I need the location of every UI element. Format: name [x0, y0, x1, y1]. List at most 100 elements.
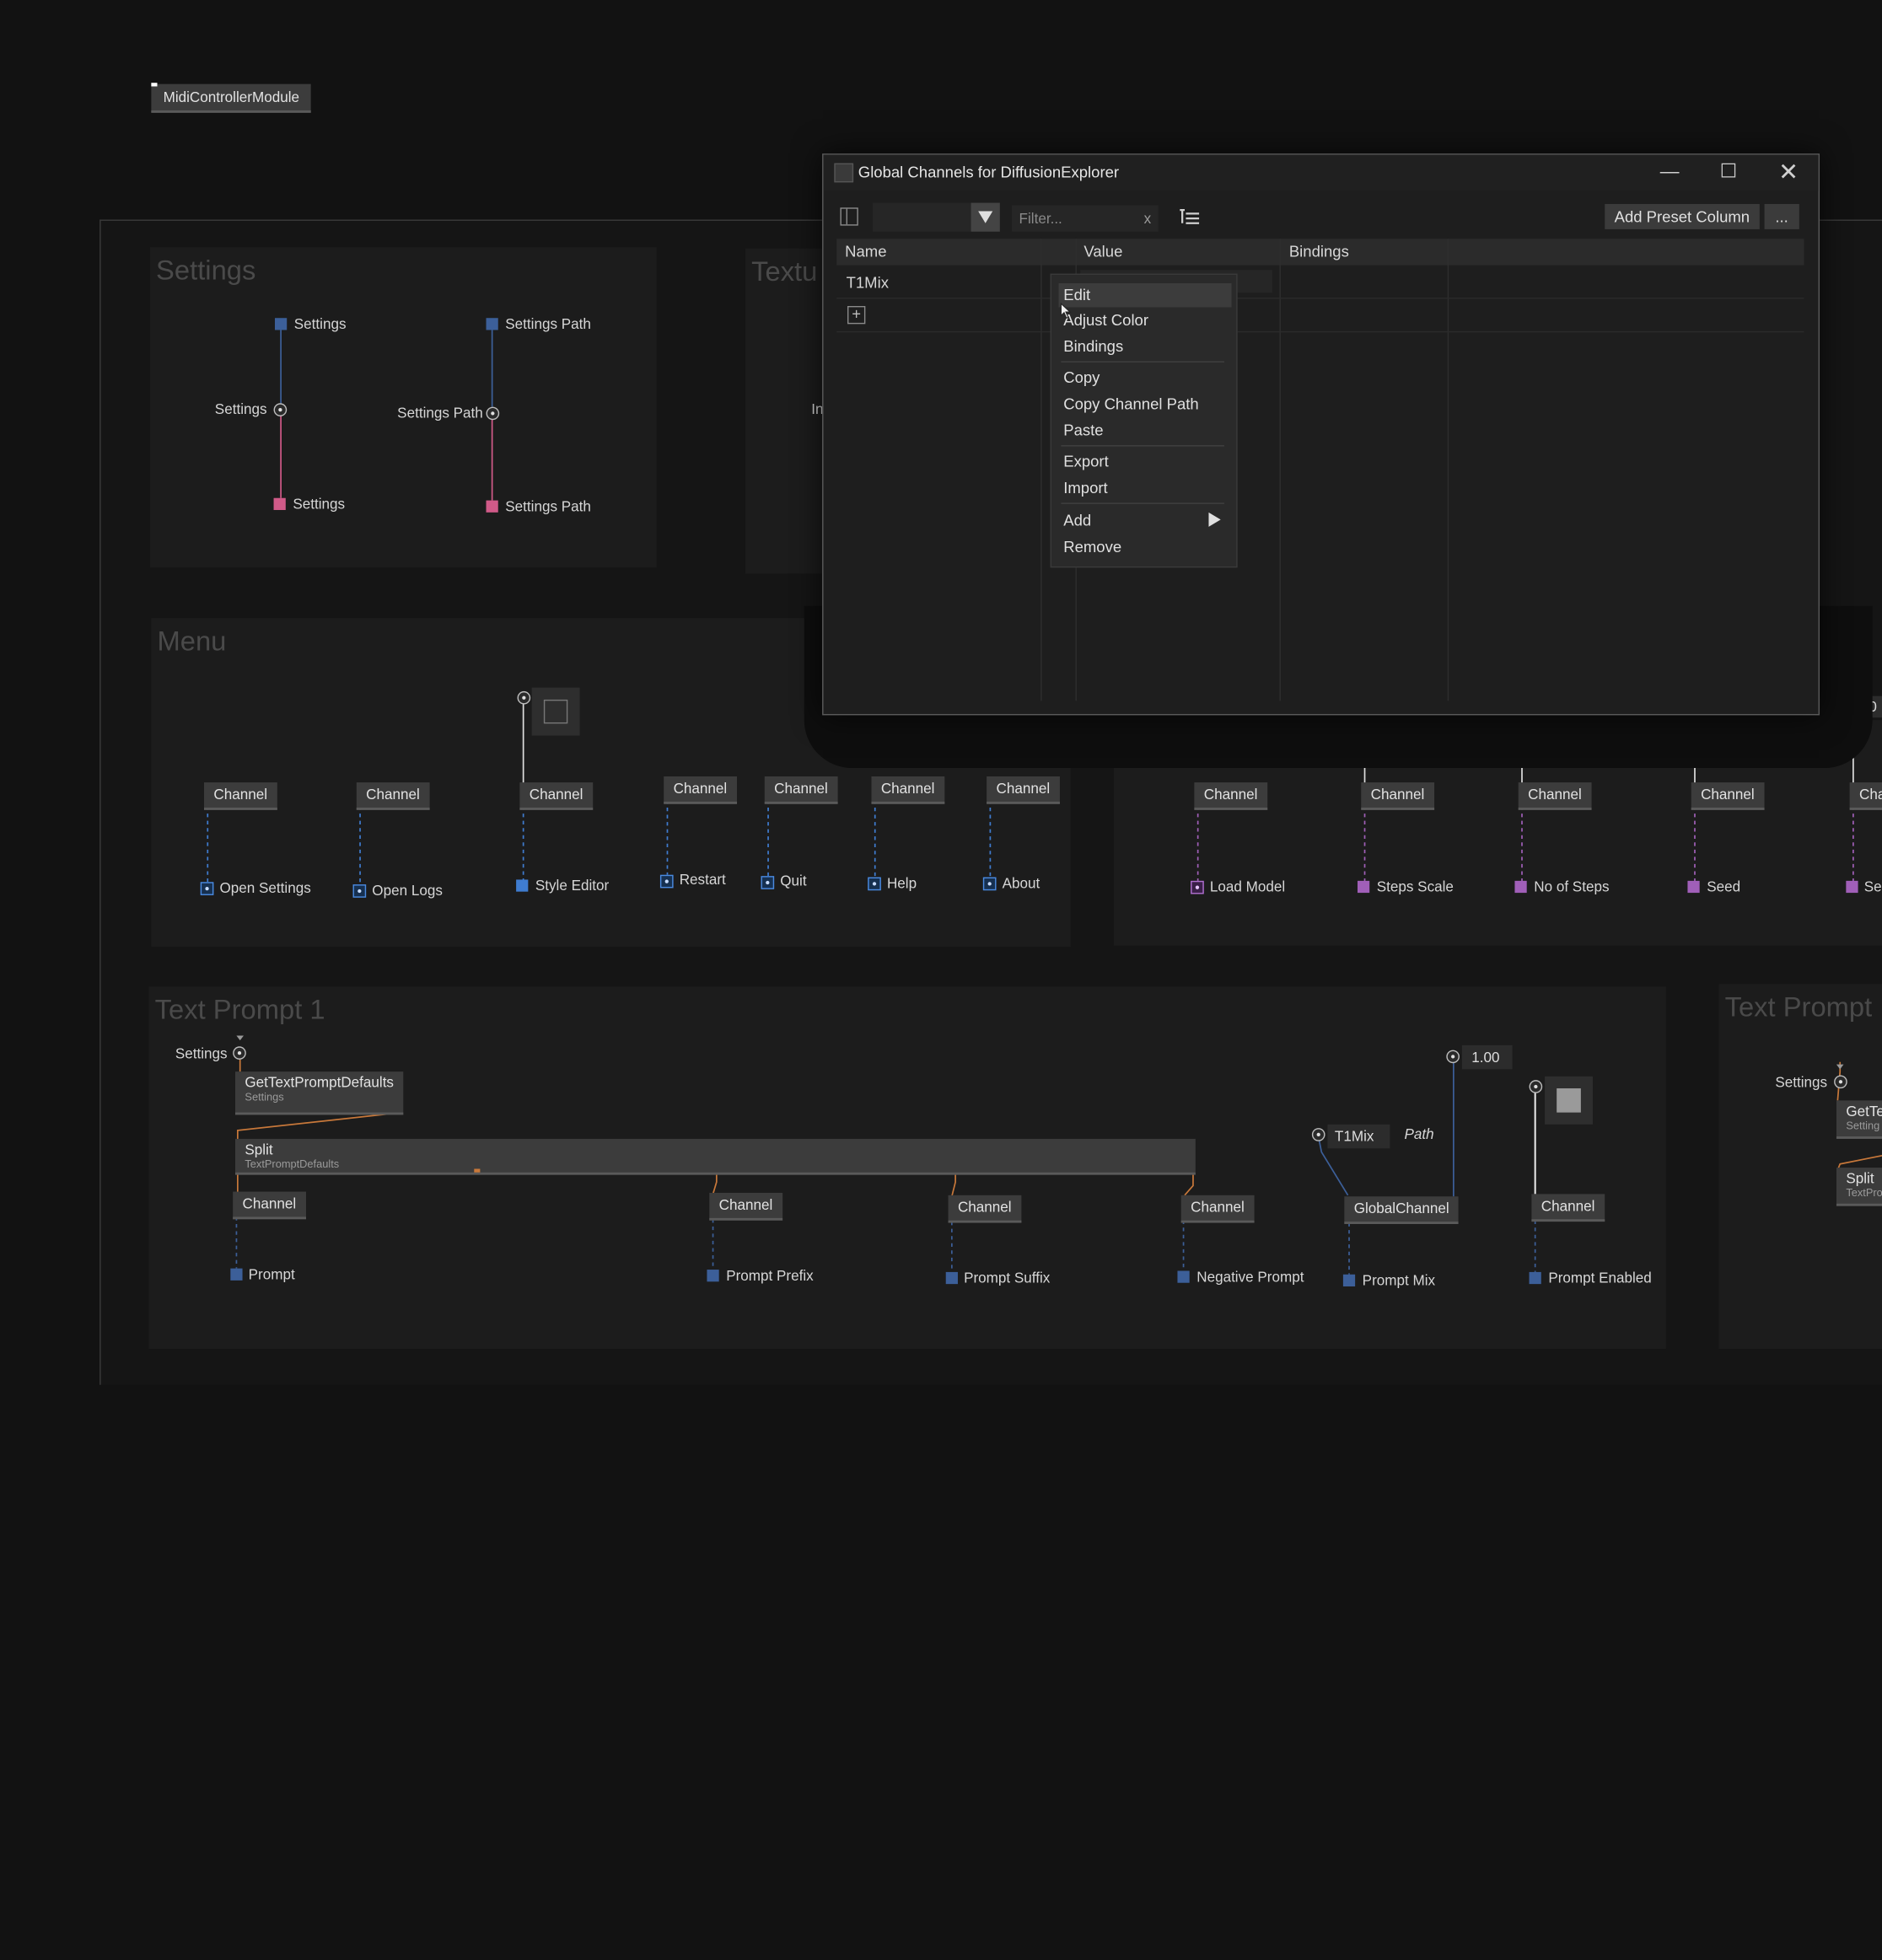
get-text-prompt-defaults-node[interactable]: GetTextPromptDefaults Settings [235, 1071, 404, 1115]
settings-region[interactable]: Settings [149, 247, 657, 568]
channel-node[interactable]: Channel [203, 782, 277, 810]
column-divider[interactable] [1447, 239, 1449, 701]
window-title-bar[interactable]: Global Channels for DiffusionExplorer — … [823, 154, 1819, 191]
channel-node[interactable]: Channel [1518, 782, 1592, 810]
settings-path-pin[interactable] [486, 406, 500, 421]
prompt-enabled-toggle[interactable] [1545, 1076, 1593, 1125]
text-prompt-2-region[interactable]: Text Prompt [1718, 984, 1882, 1350]
global-channels-window[interactable]: Global Channels for DiffusionExplorer — … [822, 153, 1820, 716]
menu-item-remove[interactable]: Remove [1063, 537, 1122, 556]
channel-node[interactable]: Channel [764, 776, 838, 804]
table-row-name[interactable]: T1Mix [846, 273, 889, 292]
column-divider[interactable] [1279, 239, 1281, 701]
prompt-mix-port[interactable] [1342, 1274, 1356, 1286]
prompt-mix-value[interactable]: 1.00 [1461, 1044, 1513, 1070]
restart-button-icon[interactable] [659, 874, 674, 889]
settings-path-input-port[interactable] [486, 500, 498, 513]
column-header-bindings[interactable]: Bindings [1288, 242, 1349, 260]
channel-node[interactable]: Channel [1361, 782, 1434, 810]
channel-node[interactable]: Channel [519, 782, 593, 810]
menu-item-import[interactable]: Import [1063, 478, 1108, 497]
channel-node[interactable]: Channel [664, 776, 737, 804]
channel-node[interactable]: Channel [1691, 782, 1765, 810]
collapse-arrow-icon[interactable] [236, 1035, 244, 1041]
partial-port[interactable] [1846, 880, 1858, 894]
menu-item-copy[interactable]: Copy [1063, 368, 1100, 387]
channel-node[interactable]: Channel [1180, 1195, 1255, 1223]
channel-node[interactable]: Channel [356, 782, 430, 810]
add-preset-column-button[interactable]: Add Preset Column [1605, 203, 1760, 229]
close-icon[interactable]: ✕ [1778, 159, 1799, 186]
prompt-prefix-port[interactable] [707, 1270, 719, 1282]
column-header-name[interactable]: Name [845, 242, 887, 260]
load-model-button-icon[interactable] [1191, 880, 1204, 894]
channel-node[interactable]: Channel [1194, 782, 1267, 810]
channel-label: Channel [529, 786, 583, 803]
channel-label: Channel [242, 1195, 297, 1212]
global-channel-node[interactable]: GlobalChannel [1344, 1196, 1460, 1224]
settings-path-output-port[interactable] [486, 318, 498, 330]
minimize-icon[interactable]: — [1659, 162, 1680, 183]
tp2-get-defaults-node[interactable]: GetTe Setting [1836, 1100, 1882, 1139]
channel-node[interactable]: Channel [709, 1192, 782, 1221]
channel-label: Channel [996, 780, 1051, 797]
about-button-icon[interactable] [982, 877, 997, 891]
prompt-suffix-port[interactable] [945, 1271, 958, 1285]
menu-item-edit[interactable]: Edit [1058, 282, 1232, 308]
column-header-value[interactable]: Value [1083, 242, 1123, 260]
style-editor-port[interactable] [516, 879, 529, 892]
channel-label: Channel [957, 1199, 1012, 1216]
sidebar-toggle-icon[interactable] [840, 207, 858, 226]
settings-input-port[interactable] [273, 497, 286, 510]
channel-node[interactable]: Channel [233, 1191, 306, 1220]
clear-filter-button[interactable]: x [1143, 210, 1152, 228]
preset-dropdown[interactable] [872, 202, 1000, 232]
steps-scale-port[interactable] [1357, 880, 1370, 894]
negative-prompt-port[interactable] [1177, 1270, 1190, 1283]
t1mix-field[interactable]: T1Mix [1327, 1124, 1390, 1149]
channel-node[interactable]: Channel [871, 776, 944, 804]
more-options-button[interactable]: ... [1764, 203, 1799, 229]
add-row-icon[interactable]: + [847, 305, 866, 325]
tp2-settings-pin[interactable] [1834, 1075, 1847, 1089]
menu-item-paste[interactable]: Paste [1063, 421, 1104, 440]
midi-controller-module-node[interactable]: MidiControllerModule [151, 83, 312, 113]
tree-list-icon[interactable] [1179, 207, 1201, 228]
dropdown-button[interactable] [971, 202, 1000, 232]
t1mix-pin[interactable] [1311, 1128, 1325, 1141]
column-divider[interactable] [1040, 239, 1042, 701]
settings-output-port[interactable] [274, 318, 288, 330]
menu-item-export[interactable]: Export [1063, 452, 1109, 471]
open-logs-button-icon[interactable] [352, 884, 367, 898]
help-button-icon[interactable] [868, 877, 881, 891]
channel-node[interactable]: Channel [987, 776, 1060, 804]
seed-port[interactable] [1687, 880, 1700, 894]
menu-item-add[interactable]: Add [1063, 511, 1092, 529]
style-editor-pin[interactable] [517, 690, 531, 705]
channel-node[interactable]: Channel [1531, 1194, 1605, 1222]
menu-item-copy-channel-path[interactable]: Copy Channel Path [1063, 395, 1199, 413]
open-settings-button-icon[interactable] [200, 882, 214, 895]
quit-button-icon[interactable] [761, 876, 775, 889]
no-of-steps-port[interactable] [1514, 880, 1527, 894]
menu-item-bindings[interactable]: Bindings [1063, 337, 1124, 356]
collapse-arrow-icon[interactable] [1836, 1064, 1844, 1070]
menu-item-adjust-color[interactable]: Adjust Color [1063, 310, 1149, 330]
prompt-port[interactable] [230, 1268, 243, 1281]
filter-input[interactable]: Filter... x [1012, 205, 1159, 232]
tp2-split-node[interactable]: Split TextPro [1836, 1168, 1882, 1206]
channel-node-partial[interactable]: Cha [1849, 782, 1882, 810]
channel-node[interactable]: Channel [948, 1195, 1021, 1223]
prompt-enabled-port[interactable] [1529, 1271, 1541, 1285]
prompt-enabled-pin[interactable] [1529, 1080, 1543, 1093]
prompt-mix-pin[interactable] [1446, 1050, 1460, 1064]
split-output-port[interactable] [474, 1168, 481, 1173]
settings-pin[interactable] [273, 403, 288, 416]
node-subtitle: Settings [245, 1090, 284, 1104]
context-menu[interactable]: Edit Adjust Color Bindings Copy Copy Cha… [1050, 273, 1238, 568]
split-node[interactable]: Split TextPromptDefaults [235, 1138, 1196, 1175]
style-editor-toggle[interactable] [531, 687, 580, 736]
maximize-icon[interactable]: ☐ [1719, 162, 1738, 183]
tp1-settings-pin[interactable] [233, 1046, 246, 1060]
